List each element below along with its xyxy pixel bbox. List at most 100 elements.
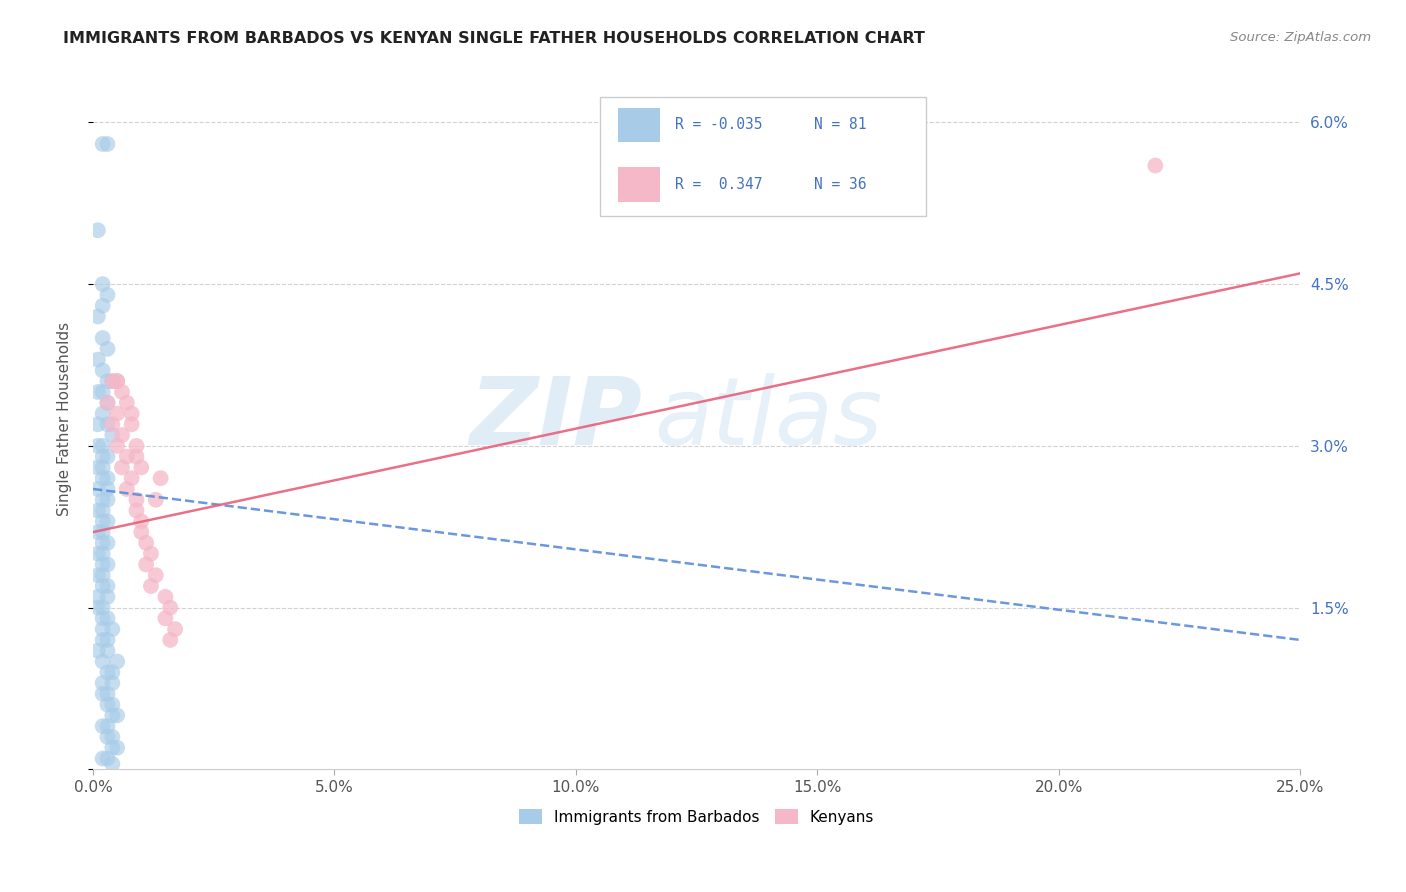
Text: N = 81: N = 81 xyxy=(814,118,866,132)
Point xyxy=(96,492,118,507)
Point xyxy=(129,525,152,540)
Point xyxy=(125,492,148,507)
Point xyxy=(139,547,162,561)
Point xyxy=(129,514,152,528)
Point xyxy=(125,503,148,517)
Point xyxy=(96,579,118,593)
Point xyxy=(91,514,114,528)
Point xyxy=(101,708,124,723)
Point xyxy=(87,352,110,367)
Point xyxy=(101,730,124,744)
Point xyxy=(115,396,138,410)
Point xyxy=(96,536,118,550)
Point xyxy=(96,396,118,410)
Point xyxy=(145,568,167,582)
Point xyxy=(91,600,114,615)
Point xyxy=(91,331,114,345)
Point xyxy=(91,558,114,572)
Point xyxy=(121,407,143,421)
Point xyxy=(101,622,124,636)
Point xyxy=(105,407,128,421)
Point xyxy=(101,428,124,442)
Point xyxy=(91,536,114,550)
Point xyxy=(105,439,128,453)
Point xyxy=(135,558,157,572)
Point xyxy=(91,407,114,421)
Point xyxy=(101,698,124,712)
Point xyxy=(91,611,114,625)
Point xyxy=(87,547,110,561)
Point xyxy=(101,756,124,771)
Text: ZIP: ZIP xyxy=(470,373,643,465)
Point xyxy=(96,471,118,485)
Point xyxy=(105,374,128,388)
Point xyxy=(101,417,124,432)
Point xyxy=(115,482,138,496)
Bar xyxy=(619,108,661,142)
Point xyxy=(87,460,110,475)
Point xyxy=(96,396,118,410)
Point xyxy=(96,751,118,765)
Point xyxy=(96,374,118,388)
Point xyxy=(91,568,114,582)
Point xyxy=(96,136,118,151)
Point xyxy=(96,611,118,625)
Point xyxy=(125,450,148,464)
Point xyxy=(91,579,114,593)
Point xyxy=(96,558,118,572)
Text: Source: ZipAtlas.com: Source: ZipAtlas.com xyxy=(1230,31,1371,45)
Point xyxy=(105,708,128,723)
Point xyxy=(159,632,181,647)
Bar xyxy=(619,168,661,202)
Point xyxy=(87,600,110,615)
Text: R = -0.035: R = -0.035 xyxy=(675,118,762,132)
Point xyxy=(96,288,118,302)
Point xyxy=(91,363,114,377)
Point xyxy=(111,384,134,399)
Point xyxy=(149,471,172,485)
Point xyxy=(135,536,157,550)
Point xyxy=(96,632,118,647)
Point xyxy=(91,676,114,690)
Point xyxy=(96,719,118,733)
Point xyxy=(129,460,152,475)
Point xyxy=(105,374,128,388)
Point xyxy=(91,439,114,453)
Point xyxy=(91,460,114,475)
Point xyxy=(91,632,114,647)
Point xyxy=(101,665,124,680)
Point xyxy=(101,676,124,690)
Point xyxy=(101,740,124,755)
Point xyxy=(1144,159,1167,173)
Point xyxy=(91,687,114,701)
Point xyxy=(96,417,118,432)
Point xyxy=(91,719,114,733)
Point xyxy=(155,611,177,625)
Point xyxy=(159,600,181,615)
Point xyxy=(87,525,110,540)
Point xyxy=(111,460,134,475)
Point xyxy=(87,590,110,604)
Point xyxy=(91,384,114,399)
Point xyxy=(87,568,110,582)
Point xyxy=(96,687,118,701)
Point xyxy=(87,417,110,432)
Point xyxy=(87,503,110,517)
Point xyxy=(91,655,114,669)
Legend: Immigrants from Barbados, Kenyans: Immigrants from Barbados, Kenyans xyxy=(519,809,875,825)
Point xyxy=(91,751,114,765)
Point xyxy=(91,299,114,313)
Point xyxy=(87,223,110,237)
Point xyxy=(111,428,134,442)
Text: R =  0.347: R = 0.347 xyxy=(675,177,762,192)
Point xyxy=(91,525,114,540)
Point xyxy=(105,740,128,755)
Point xyxy=(91,277,114,292)
Point xyxy=(91,503,114,517)
Point xyxy=(115,450,138,464)
Point xyxy=(96,590,118,604)
Point xyxy=(121,417,143,432)
Point xyxy=(87,439,110,453)
Point xyxy=(96,514,118,528)
Point xyxy=(121,471,143,485)
